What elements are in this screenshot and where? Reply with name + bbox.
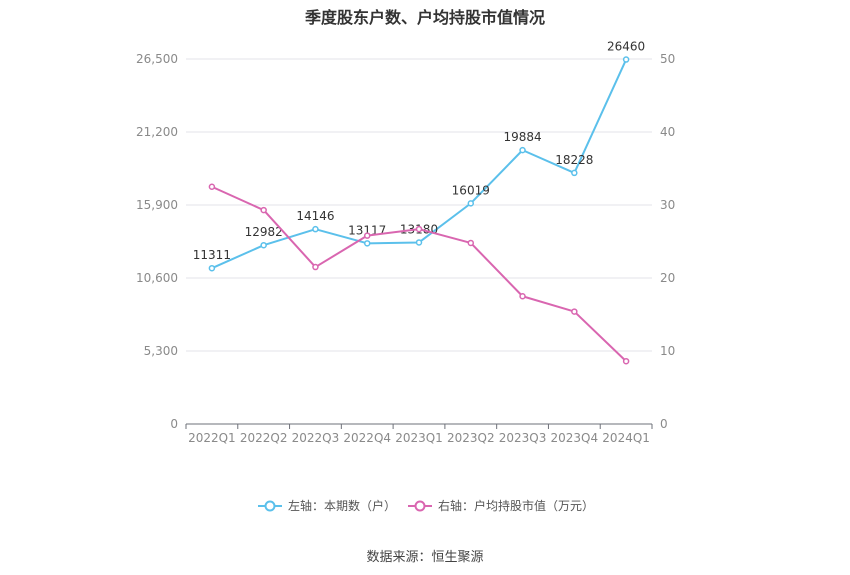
left-axis-tick-label: 0	[170, 417, 178, 431]
data-point	[260, 206, 267, 214]
legend-marker-2	[414, 500, 426, 512]
data-label: 16019	[452, 183, 490, 197]
data-point	[363, 240, 371, 247]
right-axis-tick-label: 30	[660, 198, 675, 212]
data-label: 14146	[296, 209, 334, 223]
x-axis-tick-label: 2023Q1	[395, 431, 443, 445]
left-axis-tick-label: 21,200	[136, 125, 178, 139]
left-axis-tick-label: 5,300	[144, 344, 178, 358]
right-axis-tick-label: 50	[660, 52, 675, 66]
chart-title: 季度股东户数、户均持股市值情况	[304, 8, 545, 27]
right-axis-tick-label: 0	[660, 417, 668, 431]
data-label: 18228	[555, 153, 593, 167]
data-source: 数据来源：恒生聚源	[366, 550, 484, 565]
left-axis-tick-label: 26,500	[136, 52, 178, 66]
legend-label-1: 左轴：本期数（户）	[288, 498, 396, 513]
data-point	[571, 169, 578, 177]
data-point	[312, 225, 319, 233]
data-point	[467, 239, 475, 247]
data-point	[571, 308, 578, 315]
data-point	[467, 200, 475, 207]
data-point	[260, 241, 267, 249]
data-point	[622, 357, 630, 365]
x-axis-tick-label: 2022Q2	[240, 431, 288, 445]
data-label: 19884	[503, 130, 541, 144]
data-point	[519, 146, 526, 154]
legend-label-2: 右轴：户均持股市值（万元）	[438, 498, 594, 513]
data-point	[312, 263, 319, 271]
data-label: 12982	[245, 225, 283, 239]
data-point	[415, 225, 423, 233]
series-line-2	[211, 185, 627, 362]
right-axis-tick-label: 20	[660, 271, 675, 285]
right-axis-tick-label: 10	[660, 344, 675, 358]
legend-marker-1	[264, 500, 276, 512]
left-axis-tick-label: 10,600	[136, 271, 178, 285]
data-point	[622, 56, 630, 63]
x-axis-tick-label: 2022Q1	[188, 431, 236, 445]
x-axis-tick-label: 2023Q4	[551, 431, 599, 445]
x-axis-tick-label: 2022Q3	[292, 431, 340, 445]
x-axis-tick-label: 2024Q1	[602, 431, 650, 445]
data-point	[519, 293, 526, 300]
x-axis-tick-label: 2022Q4	[343, 431, 391, 445]
x-axis-tick-label: 2023Q2	[447, 431, 495, 445]
data-point	[208, 264, 216, 272]
right-axis-tick-label: 40	[660, 125, 675, 139]
data-point	[415, 239, 423, 246]
left-axis-tick-label: 15,900	[136, 198, 178, 212]
data-label: 26460	[607, 40, 645, 54]
x-axis-tick-label: 2023Q3	[499, 431, 547, 445]
data-point	[363, 232, 371, 239]
data-label: 11311	[193, 248, 231, 262]
data-point	[208, 183, 216, 190]
